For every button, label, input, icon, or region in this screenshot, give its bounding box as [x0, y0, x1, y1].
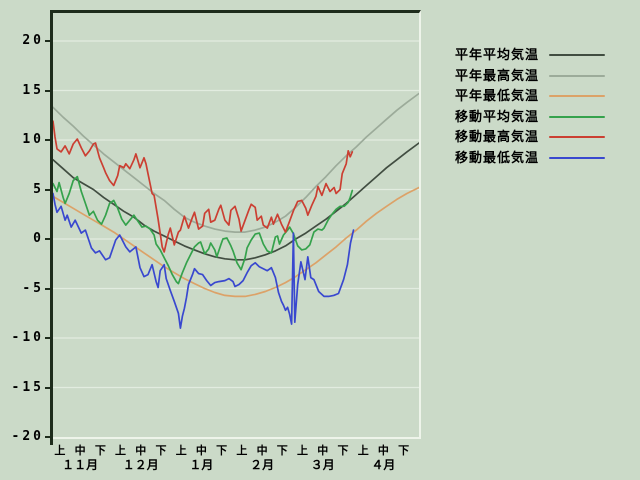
x-axis-month-label: ４月: [371, 458, 396, 472]
series-line-1: [53, 92, 419, 233]
legend-line-swatch: [549, 136, 605, 139]
x-axis-period-label: 中: [74, 445, 86, 457]
x-axis-period-label: 上: [236, 445, 248, 457]
legend-item-1: 平年最高気温: [455, 66, 605, 87]
x-axis-period-label: 上: [297, 445, 309, 457]
series-line-2: [53, 186, 419, 298]
legend-label: 平年最低気温: [455, 88, 540, 104]
x-axis-period-label: 上: [357, 445, 369, 457]
y-axis-tick-0: [45, 238, 50, 240]
legend-line-swatch: [549, 115, 605, 118]
y-axis-label-20: 20: [22, 33, 44, 48]
y-axis-tick-20: [45, 40, 50, 42]
x-axis-month-label: １月: [189, 458, 214, 472]
y-axis-line-stub: [50, 437, 53, 445]
legend-label: 移動最高気温: [455, 129, 540, 145]
y-axis-label--10: -10: [11, 330, 44, 345]
legend-line-swatch: [549, 74, 605, 77]
legend-item-5: 移動最低気温: [455, 148, 605, 169]
legend-line-swatch: [549, 95, 605, 98]
x-axis-period-label: 上: [115, 445, 127, 457]
legend-label: 移動最低気温: [455, 149, 540, 165]
x-axis-period-label: 中: [135, 445, 147, 457]
y-axis-tick-10: [45, 139, 50, 141]
y-axis-tick--20: [45, 436, 50, 438]
legend-label: 移動平均気温: [455, 108, 540, 124]
x-axis-period-label: 下: [94, 445, 106, 457]
y-axis-label-5: 5: [33, 181, 44, 197]
x-axis-period-label: 下: [276, 445, 288, 457]
series-line-0: [53, 142, 419, 261]
y-axis-label-10: 10: [22, 132, 44, 147]
legend-item-0: 平年平均気温: [455, 45, 605, 66]
y-axis-tick--10: [45, 337, 50, 339]
series-line-3: [53, 175, 354, 285]
x-axis-month-label: １１月: [62, 458, 99, 472]
x-axis-period-label: 下: [216, 445, 228, 457]
legend-item-4: 移動最高気温: [455, 127, 605, 148]
plot-area: [50, 10, 421, 439]
x-axis-month-label: １２月: [122, 458, 159, 472]
y-axis-label--5: -5: [22, 280, 44, 296]
y-axis-tick-5: [45, 188, 50, 191]
legend-item-2: 平年最低気温: [455, 86, 605, 107]
x-axis-period-label: 中: [317, 445, 329, 457]
x-axis-month-label: ３月: [310, 458, 335, 472]
y-axis-label--20: -20: [11, 429, 44, 444]
legend-line-swatch: [549, 156, 605, 159]
y-axis-label--15: -15: [11, 379, 44, 395]
chart-canvas: [53, 40, 419, 389]
y-axis-tick--15: [45, 386, 50, 389]
x-axis-period-label: 下: [398, 445, 410, 457]
x-axis-period-label: 中: [377, 445, 389, 457]
x-axis-period-label: 上: [175, 445, 187, 457]
series-line-4: [53, 120, 354, 253]
y-axis-label-15: 15: [22, 82, 44, 98]
legend-line-swatch: [549, 54, 605, 57]
x-axis-period-label: 中: [195, 445, 207, 457]
x-axis-month-label: ２月: [250, 458, 275, 472]
legend-label: 平年平均気温: [455, 47, 540, 63]
legend-label: 平年最高気温: [455, 67, 540, 83]
y-axis-tick-15: [45, 89, 50, 92]
x-axis-period-label: 中: [256, 445, 268, 457]
legend: 平年平均気温 平年最高気温 平年最低気温 移動平均気温 移動最高気温 移動最低気温: [455, 45, 605, 168]
series-line-5: [53, 192, 355, 329]
y-axis-tick--5: [45, 287, 50, 290]
legend-item-3: 移動平均気温: [455, 107, 605, 128]
x-axis-period-label: 下: [155, 445, 167, 457]
x-axis-period-label: 上: [54, 445, 66, 457]
x-axis-period-label: 下: [337, 445, 349, 457]
y-axis-label-0: 0: [33, 231, 44, 246]
